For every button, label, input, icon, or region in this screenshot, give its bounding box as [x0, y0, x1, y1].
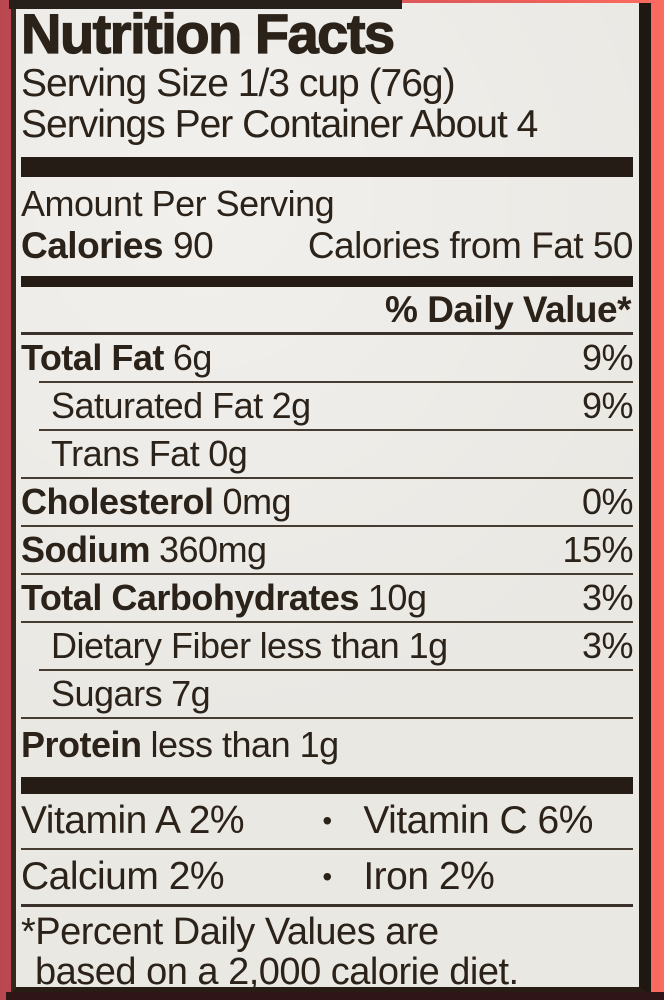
nutrient-row-trans-fat: Trans Fat 0g: [21, 431, 633, 477]
hairline-separator: [21, 621, 633, 623]
hairline-separator: [21, 573, 633, 575]
vitamin-row-a-c: Vitamin A 2% • Vitamin C 6%: [21, 794, 633, 848]
hairline-separator: [21, 525, 633, 527]
thick-separator-bar: [21, 157, 633, 177]
footnote-line-2: based on a 2,000 calorie diet.: [35, 951, 519, 993]
hairline-separator: [21, 848, 633, 850]
nutrient-amount: less than 1g: [150, 724, 340, 765]
nutrient-row-total-carbohydrates: Total Carbohydrates 10g 3%: [21, 575, 634, 621]
nutrient-amount: 0g: [208, 433, 248, 474]
calories-row: Calories 90 Calories from Fat 50: [21, 224, 634, 268]
amount-per-serving-label: Amount Per Serving: [21, 183, 335, 224]
hairline-separator: [21, 477, 633, 479]
nutrient-amount: 7g: [171, 673, 211, 714]
vitamin-a-value: Vitamin A 2%: [21, 799, 245, 842]
nutrient-row-sugars: Sugars 7g: [21, 671, 633, 717]
nutrient-name: Saturated Fat: [51, 385, 263, 426]
nutrient-name: Protein: [21, 724, 142, 765]
hairline-separator: [39, 381, 633, 383]
hairline-separator: [39, 669, 633, 671]
calories-from-fat: Calories from Fat 50: [307, 225, 634, 266]
nutrient-name: Dietary Fiber: [51, 625, 251, 666]
nutrient-amount: 2g: [271, 385, 312, 426]
nutrient-row-dietary-fiber: Dietary Fiber less than 1g 3%: [21, 623, 634, 669]
daily-value-footnote: *Percent Daily Values are based on a 2,0…: [21, 907, 633, 992]
nutrient-row-total-fat: Total Fat 6g 9%: [21, 335, 634, 381]
panel-title: Nutrition Facts: [20, 2, 395, 65]
nutrient-name: Total Fat: [21, 337, 164, 378]
thick-separator-bar: [21, 777, 633, 794]
hairline-separator: [39, 429, 633, 431]
vitamin-c-value: Vitamin C 6%: [363, 799, 593, 842]
iron-value: Iron 2%: [363, 855, 495, 898]
nutrient-name: Cholesterol: [21, 481, 214, 522]
calcium-value: Calcium 2%: [21, 855, 225, 898]
bullet-separator: •: [322, 805, 332, 836]
nutrient-name: Trans Fat: [51, 433, 200, 474]
nutrient-name: Sodium: [21, 529, 151, 570]
nutrient-daily-value: 15%: [562, 529, 633, 570]
nutrient-amount: 0mg: [222, 481, 292, 522]
nutrient-daily-value: 3%: [581, 577, 634, 618]
nutrient-row-cholesterol: Cholesterol 0mg 0%: [21, 479, 634, 525]
nutrient-amount: 10g: [367, 577, 427, 618]
nutrient-daily-value: 9%: [581, 385, 634, 426]
nutrient-daily-value: 3%: [581, 625, 634, 666]
calories-label: Calories: [21, 225, 164, 266]
nutrient-daily-value: 0%: [581, 481, 634, 522]
nutrient-row-saturated-fat: Saturated Fat 2g 9%: [21, 383, 634, 429]
vitamin-row-calcium-iron: Calcium 2% • Iron 2%: [21, 850, 633, 904]
daily-value-header: % Daily Value*: [21, 287, 633, 335]
serving-size-line: Serving Size 1/3 cup (76g): [21, 62, 456, 105]
nutrient-row-protein: Protein less than 1g: [21, 719, 633, 771]
nutrient-amount: 360mg: [159, 529, 267, 570]
nutrient-daily-value: 9%: [581, 337, 634, 378]
nutrient-name: Total Carbohydrates: [21, 577, 359, 618]
bullet-separator: •: [322, 861, 332, 892]
footnote-line-1: *Percent Daily Values are: [21, 911, 439, 953]
nutrient-amount: less than 1g: [259, 625, 449, 666]
bottom-dark-strip: [6, 992, 664, 1000]
calories-left: Calories 90: [21, 224, 214, 268]
nutrient-amount: 6g: [172, 337, 213, 378]
calories-value: 90: [173, 225, 214, 266]
servings-per-container-line: Servings Per Container About 4: [21, 103, 538, 146]
nutrient-row-sodium: Sodium 360mg 15%: [21, 527, 633, 573]
nutrient-name: Sugars: [51, 673, 163, 714]
hairline-separator: [21, 717, 633, 719]
hairline-separator: [21, 904, 633, 907]
medium-separator-bar: [21, 276, 633, 287]
nutrition-facts-panel: Nutrition Facts Serving Size 1/3 cup (76…: [11, 3, 651, 994]
top-black-bar: [9, 0, 402, 9]
